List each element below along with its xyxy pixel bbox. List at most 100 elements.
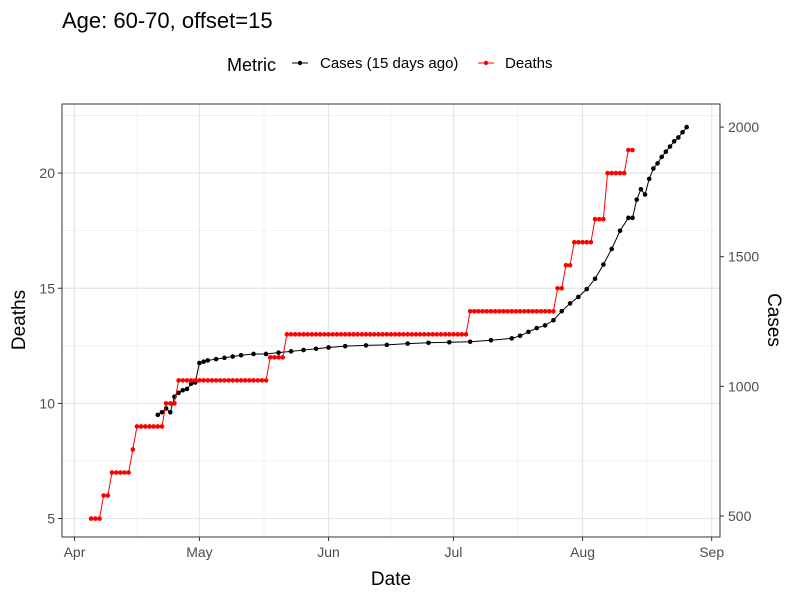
data-point-cases: [663, 149, 669, 155]
data-point-deaths: [359, 332, 365, 337]
data-point-deaths: [617, 170, 623, 176]
data-point-deaths: [546, 308, 552, 314]
data-point-deaths: [280, 355, 286, 360]
legend-label-deaths: Deaths: [505, 55, 553, 72]
data-point-deaths: [563, 262, 569, 268]
data-point-deaths: [621, 170, 627, 176]
data-point-deaths: [542, 308, 548, 314]
data-point-deaths: [509, 308, 515, 314]
data-point-deaths: [388, 332, 394, 337]
data-point-deaths: [272, 355, 277, 360]
y-right-tick-label: 1500: [728, 249, 759, 265]
data-point-deaths: [526, 308, 531, 314]
data-point-deaths: [384, 332, 390, 337]
data-point-deaths: [567, 262, 573, 268]
data-point-deaths: [251, 378, 256, 383]
data-point-deaths: [180, 378, 186, 383]
data-point-cases: [188, 381, 194, 387]
data-point-cases: [288, 349, 294, 354]
data-point-deaths: [592, 216, 598, 222]
data-point-deaths: [517, 308, 523, 314]
data-point-cases: [671, 139, 677, 144]
data-point-deaths: [297, 332, 302, 337]
data-point-deaths: [230, 378, 236, 383]
data-point-deaths: [97, 516, 102, 521]
data-point-deaths: [451, 332, 456, 337]
data-point-deaths: [397, 332, 402, 337]
data-point-deaths: [613, 170, 619, 176]
data-point-deaths: [138, 424, 144, 429]
legend: Metric Cases (15 days ago) Deaths: [227, 55, 553, 75]
data-point-cases: [238, 352, 244, 358]
data-point-deaths: [505, 308, 510, 314]
data-point-deaths: [513, 308, 519, 314]
data-point-deaths: [184, 378, 190, 383]
data-point-cases: [551, 317, 556, 323]
data-point-deaths: [276, 355, 281, 360]
y-left-tick-label: 20: [39, 165, 55, 181]
data-point-deaths: [130, 447, 136, 452]
data-point-deaths: [588, 239, 594, 245]
data-point-cases: [201, 359, 206, 365]
y-right-tick-label: 1000: [728, 378, 759, 394]
data-point-deaths: [601, 216, 606, 222]
data-point-cases: [526, 329, 531, 335]
data-point-deaths: [476, 308, 481, 314]
data-point-deaths: [409, 332, 415, 337]
y-left-tick-label: 5: [47, 511, 55, 527]
data-point-cases: [655, 161, 660, 166]
data-point-deaths: [422, 332, 427, 337]
data-point-deaths: [480, 308, 485, 314]
y-left-tick-label: 10: [39, 395, 55, 411]
data-point-deaths: [167, 401, 173, 406]
y-right-tick-label: 2000: [728, 119, 759, 135]
data-point-deaths: [122, 470, 127, 475]
data-point-deaths: [301, 332, 306, 337]
data-point-cases: [684, 124, 689, 130]
data-point-cases: [384, 342, 390, 348]
data-point-deaths: [242, 378, 248, 383]
data-point-deaths: [501, 308, 506, 314]
data-point-cases: [534, 325, 540, 331]
data-point-deaths: [392, 332, 398, 337]
data-point-deaths: [101, 493, 106, 498]
data-point-cases: [213, 356, 219, 362]
data-point-cases: [230, 354, 236, 359]
x-tick-label: Jul: [445, 544, 463, 560]
data-point-deaths: [238, 378, 244, 383]
grid-minor: [62, 104, 720, 537]
data-point-deaths: [630, 147, 635, 153]
data-point-cases: [592, 276, 598, 282]
data-point-deaths: [347, 332, 352, 337]
legend-key-cases: [292, 60, 308, 66]
data-point-cases: [584, 286, 590, 292]
x-tick-label: Aug: [570, 544, 595, 560]
data-point-cases: [646, 176, 652, 182]
data-point-deaths: [442, 332, 448, 337]
data-point-cases: [576, 294, 581, 300]
data-point-cases: [167, 409, 173, 415]
data-point-deaths: [488, 308, 494, 314]
data-point-cases: [426, 340, 431, 346]
data-point-cases: [638, 187, 644, 192]
data-point-deaths: [426, 332, 431, 337]
data-point-deaths: [496, 308, 502, 314]
data-point-deaths: [267, 355, 273, 360]
data-point-deaths: [284, 332, 290, 337]
data-point-deaths: [534, 308, 540, 314]
data-point-cases: [667, 144, 673, 149]
data-point-deaths: [309, 332, 315, 337]
data-point-deaths: [142, 424, 148, 429]
data-point-cases: [222, 355, 227, 361]
legend-point-cases: [297, 60, 303, 66]
data-point-cases: [680, 129, 685, 135]
data-point-cases: [559, 308, 565, 314]
data-point-deaths: [176, 378, 181, 383]
data-point-deaths: [126, 470, 131, 475]
x-tick-label: Jun: [317, 544, 340, 560]
data-point-deaths: [226, 378, 231, 383]
legend-title: Metric: [227, 55, 276, 75]
data-point-deaths: [213, 378, 219, 383]
